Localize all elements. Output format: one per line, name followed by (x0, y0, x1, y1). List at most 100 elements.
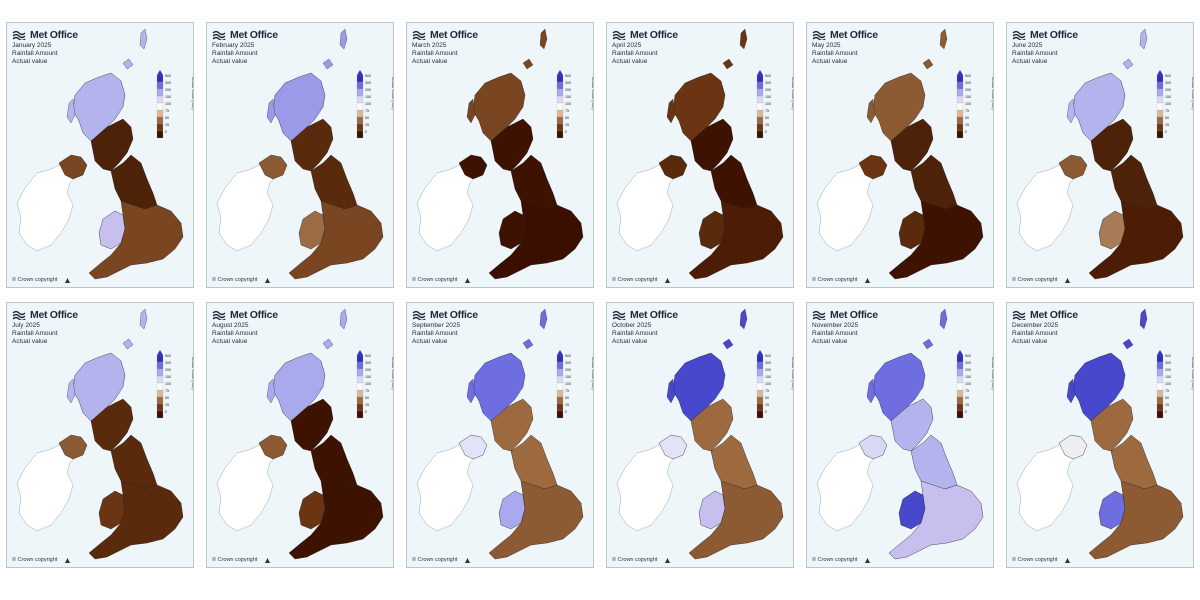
legend-swatch (556, 130, 564, 139)
legend-tick-label: 200 (365, 368, 371, 372)
legend-tick-label: 200 (965, 88, 971, 92)
legend-swatch (556, 396, 564, 405)
north-england (710, 154, 758, 210)
legend-tick-label: 75 (165, 109, 169, 113)
legend-swatch (156, 375, 164, 384)
legend-tick-label: 300 (565, 361, 571, 365)
scotland-highlands (472, 352, 526, 422)
orkney-islands (922, 58, 934, 70)
met-office-wave-icon (212, 30, 226, 40)
legend-swatch (956, 74, 964, 83)
legend-tick-label: 75 (965, 389, 969, 393)
brand-name: Met Office (30, 309, 78, 321)
legend-tick-label: 500 (1165, 74, 1171, 78)
legend-swatch (1156, 403, 1164, 412)
legend-ticks: 500 300 200 150 100 75 50 25 0 (1165, 74, 1171, 134)
legend-tick-label: 100 (165, 382, 171, 386)
panel-value-type: Actual value (1012, 58, 1048, 65)
legend-top-arrow (757, 350, 763, 355)
legend-tick-label: 75 (765, 109, 769, 113)
legend-tick-label: 500 (365, 354, 371, 358)
legend-tick-label: 50 (965, 116, 969, 120)
rainfall-legend: 500 300 200 150 100 75 50 25 0 Actual Value (mm) (356, 350, 394, 419)
legend-tick-label: 25 (765, 123, 769, 127)
met-office-wave-icon (812, 310, 826, 320)
legend-swatches (756, 74, 764, 139)
legend-tick-label: 0 (565, 130, 567, 134)
legend-swatch (356, 95, 364, 104)
legend-top-arrow (357, 350, 363, 355)
legend-top-arrow (557, 70, 563, 75)
legend-tick-label: 500 (565, 354, 571, 358)
met-office-wave-icon (612, 310, 626, 320)
legend-tick-label: 500 (165, 74, 171, 78)
legend-ticks: 500 300 200 150 100 75 50 25 0 (365, 354, 371, 414)
legend-tick-label: 100 (1165, 102, 1171, 106)
panel-variable-title: Rainfall Amount (12, 330, 58, 337)
legend-tick-label: 500 (965, 74, 971, 78)
legend-swatch (556, 123, 564, 132)
north-england (910, 154, 958, 210)
legend-swatch (1156, 88, 1164, 97)
north-arrow-icon (865, 278, 870, 283)
panel-month-title: May 2025 (812, 42, 841, 49)
legend-tick-label: 75 (365, 389, 369, 393)
north-england (1110, 154, 1158, 210)
rainfall-legend: 500 300 200 150 100 75 50 25 0 Actual Value (mm) (756, 70, 793, 139)
uk-rainfall-map (216, 308, 384, 560)
rainfall-legend: 500 300 200 150 100 75 50 25 0 Actual Value (mm) (756, 350, 793, 419)
shetland-islands (139, 308, 148, 330)
northern-ireland (58, 434, 88, 460)
legend-tick-label: 25 (965, 123, 969, 127)
legend-tick-label: 200 (1165, 88, 1171, 92)
legend-swatch (356, 354, 364, 363)
south-england (1088, 480, 1184, 560)
panel-month-title: April 2025 (612, 42, 642, 49)
legend-tick-label: 200 (1165, 368, 1171, 372)
legend-ticks: 500 300 200 150 100 75 50 25 0 (565, 74, 571, 134)
legend-top-arrow (1157, 350, 1163, 355)
met-office-wave-icon (612, 30, 626, 40)
legend-axis-title: Actual Value (mm) (1191, 357, 1194, 390)
legend-axis-title: Actual Value (mm) (391, 357, 394, 390)
legend-tick-label: 300 (165, 81, 171, 85)
copyright-notice: © Crown copyright (812, 277, 858, 283)
legend-swatch (1156, 382, 1164, 391)
scotland-lowlands (890, 118, 934, 172)
legend-tick-label: 50 (165, 116, 169, 120)
north-england (510, 434, 558, 490)
met-office-logo: Met Office (212, 29, 278, 41)
legend-tick-label: 75 (165, 389, 169, 393)
shetland-islands (139, 28, 148, 50)
northern-ireland (258, 434, 288, 460)
brand-name: Met Office (830, 309, 878, 321)
legend-swatches (156, 354, 164, 419)
northern-ireland (658, 154, 688, 180)
scotland-lowlands (690, 118, 734, 172)
legend-swatch (1156, 375, 1164, 384)
met-office-wave-icon (12, 310, 26, 320)
legend-tick-label: 300 (965, 81, 971, 85)
brand-name: Met Office (230, 29, 278, 41)
panel-variable-title: Rainfall Amount (612, 50, 658, 57)
legend-swatch (956, 354, 964, 363)
legend-swatch (156, 361, 164, 370)
legend-swatch (556, 382, 564, 391)
panel-value-type: Actual value (612, 338, 648, 345)
legend-top-arrow (1157, 70, 1163, 75)
south-england (288, 480, 384, 560)
scotland-highlands (1072, 352, 1126, 422)
panel-value-type: Actual value (12, 338, 48, 345)
legend-top-arrow (157, 70, 163, 75)
north-arrow-icon (265, 278, 270, 283)
panel-variable-title: Rainfall Amount (812, 50, 858, 57)
scotland-lowlands (890, 398, 934, 452)
north-arrow-icon (65, 278, 70, 283)
legend-swatch (356, 361, 364, 370)
scotland-highlands (72, 352, 126, 422)
legend-swatch (356, 130, 364, 139)
shetland-islands (939, 308, 948, 330)
legend-axis-title: Actual Value (mm) (391, 77, 394, 110)
legend-swatch (556, 410, 564, 419)
legend-swatch (956, 81, 964, 90)
